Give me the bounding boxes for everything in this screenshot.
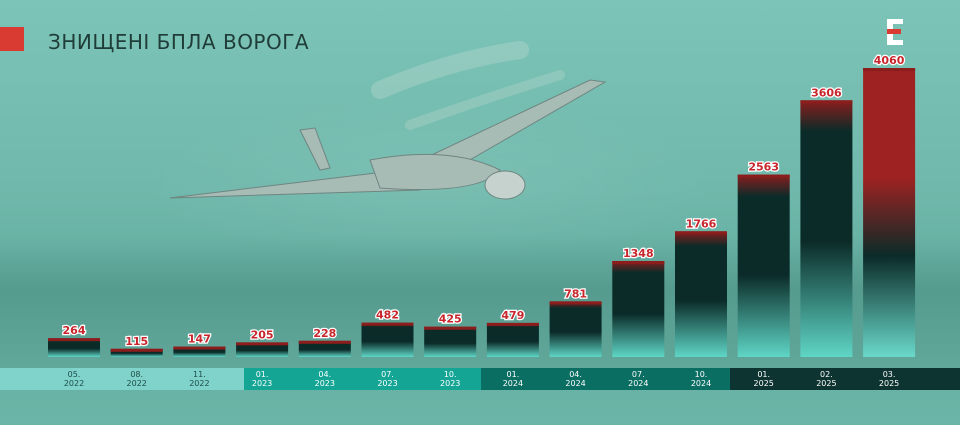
- bar-0: [48, 338, 100, 357]
- value-label-1: 115: [125, 335, 148, 348]
- tick-year-1: 2022: [127, 379, 147, 388]
- bar-cap-7: [486, 322, 539, 326]
- tick-year-2: 2022: [189, 379, 209, 388]
- tick-month-2: 11.: [193, 370, 206, 379]
- tick-month-9: 07.: [632, 370, 645, 379]
- bar-5: [361, 322, 414, 357]
- timeline-band-2025: [730, 368, 960, 390]
- tick-year-10: 2024: [691, 379, 711, 388]
- bar-cap-12: [800, 100, 853, 104]
- tick-month-6: 10.: [444, 370, 457, 379]
- tick-year-5: 2023: [377, 379, 397, 388]
- chart-title: ЗНИЩЕНІ БПЛА ВОРОГА: [48, 30, 310, 54]
- value-label-10: 1766: [686, 217, 717, 230]
- bar-cap-6: [424, 326, 477, 330]
- bar-cap-11: [737, 174, 790, 178]
- tick-year-3: 2023: [252, 379, 272, 388]
- tick-year-13: 2025: [879, 379, 899, 388]
- bar-13: [863, 68, 916, 357]
- bar-cap-10: [675, 231, 727, 235]
- bar-3: [236, 342, 289, 357]
- bar-cap-0: [48, 338, 100, 342]
- tick-month-8: 04.: [569, 370, 582, 379]
- tick-month-13: 03.: [883, 370, 896, 379]
- value-label-0: 264: [63, 324, 86, 337]
- bar-10: [675, 231, 727, 357]
- drone-illustration: [169, 41, 607, 200]
- bar-2: [173, 346, 226, 357]
- tick-year-7: 2024: [503, 379, 523, 388]
- value-label-12: 3606: [811, 86, 842, 99]
- tick-month-4: 04.: [318, 370, 331, 379]
- bar-cap-9: [612, 261, 665, 264]
- timeline-band-2024: [481, 368, 730, 390]
- bar-cap-5: [361, 322, 414, 326]
- timeline-band-2022: [0, 368, 244, 390]
- value-label-8: 781: [564, 287, 587, 300]
- tick-year-0: 2022: [64, 379, 84, 388]
- title-accent-block: [0, 27, 24, 51]
- tick-year-12: 2025: [816, 379, 836, 388]
- tick-year-8: 2024: [565, 379, 585, 388]
- bar-11: [737, 174, 790, 357]
- bar-6: [424, 326, 477, 357]
- value-label-3: 205: [251, 328, 274, 341]
- value-label-9: 1348: [623, 247, 654, 260]
- background-landscape: [0, 235, 960, 370]
- tick-month-12: 02.: [820, 370, 833, 379]
- tick-month-0: 05.: [68, 370, 81, 379]
- bar-cap-1: [110, 348, 163, 352]
- value-label-7: 479: [501, 309, 524, 322]
- bar-9: [612, 261, 665, 357]
- tick-year-11: 2025: [754, 379, 774, 388]
- bar-4: [298, 340, 351, 357]
- value-label-2: 147: [188, 333, 211, 346]
- tick-month-1: 08.: [130, 370, 143, 379]
- tick-month-3: 01.: [256, 370, 269, 379]
- value-label-4: 228: [313, 327, 336, 340]
- bar-cap-3: [236, 342, 289, 346]
- bar-12: [800, 100, 853, 358]
- tick-month-10: 10.: [695, 370, 708, 379]
- bar-cap-4: [298, 340, 351, 344]
- bar-7: [486, 322, 539, 357]
- value-label-13: 4060: [874, 54, 905, 67]
- bar-cap-2: [173, 346, 226, 350]
- tick-year-9: 2024: [628, 379, 648, 388]
- e-letter-logo-icon: [887, 19, 903, 45]
- bar-cap-13: [863, 68, 916, 71]
- value-label-6: 425: [439, 313, 462, 326]
- bar-1: [110, 348, 163, 357]
- tick-month-11: 01.: [757, 370, 770, 379]
- tick-month-5: 07.: [381, 370, 394, 379]
- timeline-band-2023: [244, 368, 481, 390]
- tick-year-6: 2023: [440, 379, 460, 388]
- value-label-11: 2563: [748, 161, 779, 174]
- bar-8: [549, 301, 602, 357]
- tick-year-4: 2023: [315, 379, 335, 388]
- value-label-5: 482: [376, 309, 399, 322]
- bar-cap-8: [549, 301, 602, 305]
- tick-month-7: 01.: [507, 370, 520, 379]
